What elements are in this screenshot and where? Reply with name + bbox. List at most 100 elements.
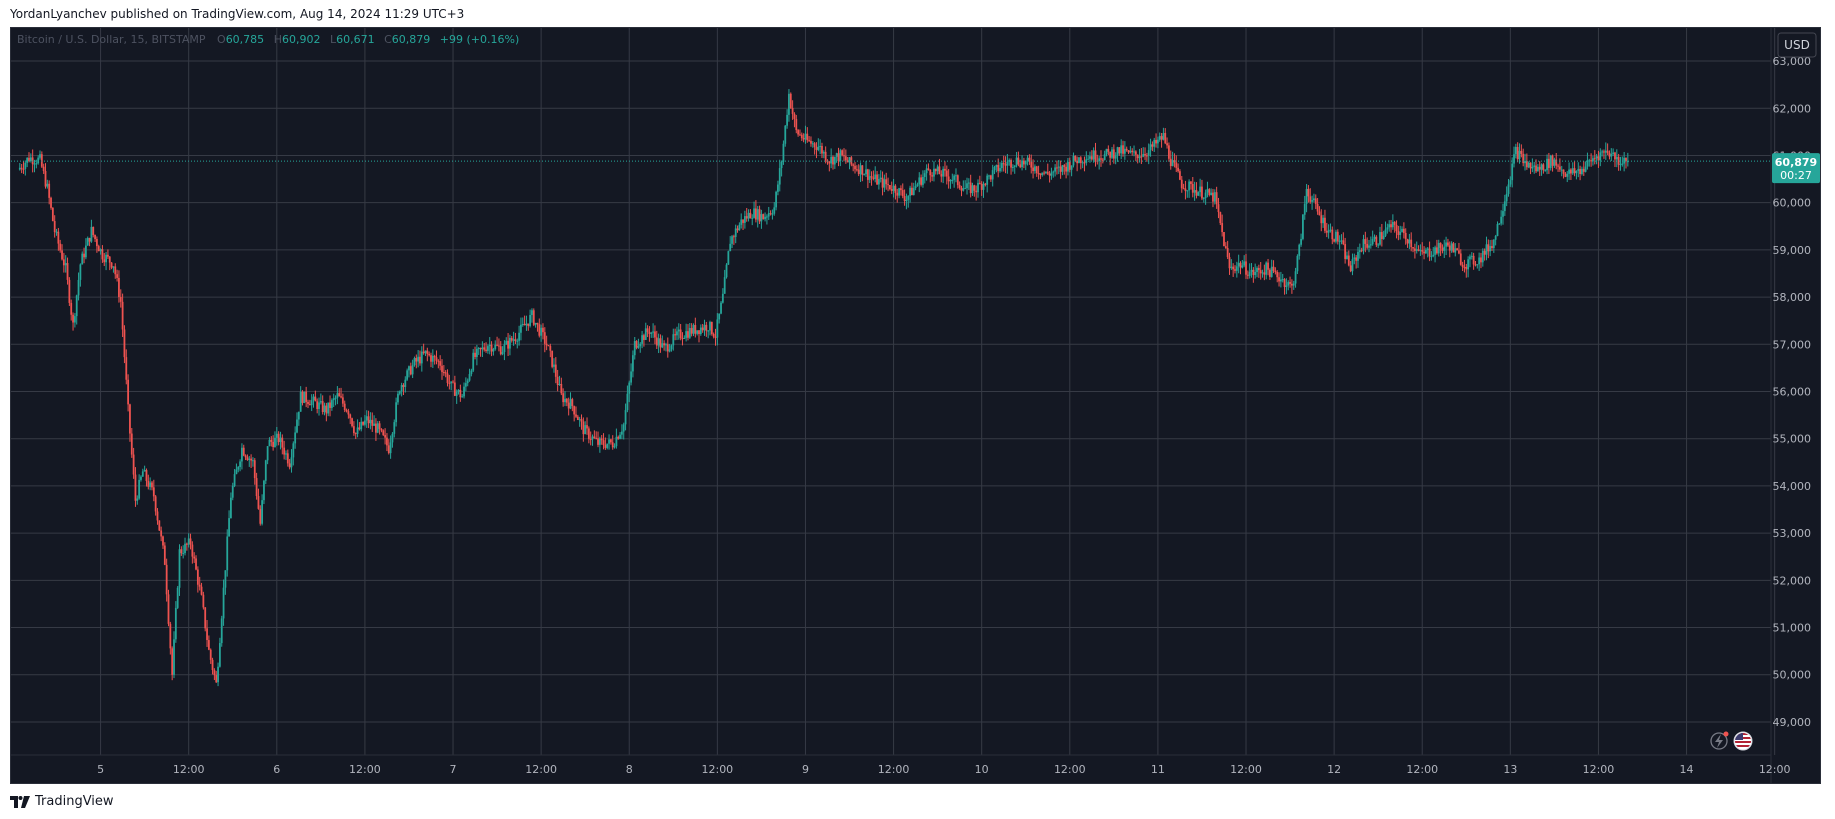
candle-body xyxy=(1223,232,1225,247)
candle-body xyxy=(217,666,219,683)
candle-body xyxy=(1065,166,1068,172)
candle-body xyxy=(1123,148,1126,154)
candle-body xyxy=(942,168,945,177)
price-tick-label: 57,000 xyxy=(1773,338,1812,351)
candle-body xyxy=(503,344,506,352)
candle-body xyxy=(1024,161,1027,165)
candle-body xyxy=(788,93,790,115)
candle-body xyxy=(121,301,124,330)
candle-body xyxy=(1458,250,1460,254)
candle-body xyxy=(1041,172,1044,176)
candle-body xyxy=(1226,248,1229,258)
time-tick-label: 7 xyxy=(450,763,457,776)
time-tick-label: 9 xyxy=(802,763,809,776)
candle-body xyxy=(415,358,418,362)
candle-body xyxy=(94,235,96,240)
candle-body xyxy=(1057,166,1060,168)
candle-body xyxy=(652,331,655,333)
candle-body xyxy=(191,544,194,557)
candle-body xyxy=(1469,256,1471,260)
currency-button[interactable]: USD xyxy=(1777,32,1817,58)
candle-body xyxy=(1525,161,1528,168)
candle-body xyxy=(887,184,889,186)
candle-body xyxy=(1518,150,1521,160)
candle-body xyxy=(1415,249,1418,251)
candle-body xyxy=(464,383,467,387)
candle-body xyxy=(1173,160,1176,163)
candle-body xyxy=(1329,229,1332,231)
candle-body xyxy=(1617,156,1620,165)
candle-body xyxy=(138,479,141,499)
time-axis[interactable]: 5 12:00 6 12:00 7 12:00 8 12:00 9 12:00 10 12:00 11 1… xyxy=(11,754,1791,776)
price-tick-label: 60,000 xyxy=(1773,197,1812,210)
candle-body xyxy=(318,402,320,410)
candle-body xyxy=(1281,279,1284,281)
candle-body xyxy=(42,166,45,171)
candle-body xyxy=(1318,211,1321,216)
candle-body xyxy=(894,185,897,193)
candle-body xyxy=(1213,192,1216,202)
candle-body xyxy=(947,176,950,182)
price-tick-label: 63,000 xyxy=(1773,55,1812,68)
candle-body xyxy=(1566,173,1569,177)
candle-body xyxy=(356,427,359,434)
candle-body xyxy=(1006,161,1009,166)
candle-body xyxy=(1564,173,1567,177)
candle-body xyxy=(1425,249,1427,254)
candle-body xyxy=(1010,160,1012,168)
candle-body xyxy=(997,164,1000,172)
candle-body xyxy=(55,231,58,233)
candle-body xyxy=(285,453,287,455)
chart-panel[interactable]: 49,000 50,000 51,000 52,000 53,000 54,000 55,0… xyxy=(10,27,1821,784)
candle-body xyxy=(1570,169,1572,174)
candle-body xyxy=(1140,156,1143,158)
candle-body xyxy=(369,419,372,424)
candle-body xyxy=(264,460,267,481)
price-tick-label: 59,000 xyxy=(1773,244,1812,257)
candle-body xyxy=(1008,160,1011,162)
footer-brand[interactable]: TradingView xyxy=(10,794,114,809)
candle-body xyxy=(1491,246,1493,248)
candle-body xyxy=(819,145,822,147)
candle-body xyxy=(92,226,95,236)
candle-body xyxy=(1235,266,1238,271)
candle-body xyxy=(617,436,620,439)
lightning-icon[interactable] xyxy=(1710,731,1729,750)
candle-body xyxy=(944,168,946,171)
candle-body xyxy=(866,169,869,180)
candle-body xyxy=(877,178,880,185)
candle-body xyxy=(184,543,186,554)
candle-body xyxy=(1371,238,1374,245)
candle-body xyxy=(1419,250,1422,252)
candle-body xyxy=(334,397,337,399)
candle-body xyxy=(956,175,959,186)
candle-body xyxy=(1195,190,1198,196)
candle-body xyxy=(1573,168,1576,174)
candle-body xyxy=(632,355,634,372)
time-tick-label: 12:00 xyxy=(349,763,381,776)
candle-body xyxy=(1522,153,1525,164)
candle-body xyxy=(83,253,85,258)
candle-body xyxy=(1034,166,1036,172)
candle-body xyxy=(1467,259,1470,270)
candle-body xyxy=(960,187,963,191)
candle-body xyxy=(1063,165,1066,167)
us-flag-icon[interactable] xyxy=(1733,731,1753,751)
candle-body xyxy=(811,143,814,145)
candle-body xyxy=(824,151,827,161)
candle-body xyxy=(676,331,678,336)
candle-body xyxy=(643,335,645,340)
candle-body xyxy=(1017,157,1020,165)
candle-body xyxy=(534,322,537,325)
candle-body xyxy=(828,161,831,164)
candle-body xyxy=(912,188,915,196)
candle-body xyxy=(246,457,249,460)
candle-body xyxy=(1586,160,1589,167)
time-tick-label: 12:00 xyxy=(1054,763,1086,776)
price-chart[interactable]: 49,000 50,000 51,000 52,000 53,000 54,000 55,0… xyxy=(11,28,1820,783)
candle-body xyxy=(859,165,862,175)
candle-body xyxy=(1300,238,1302,245)
candle-body xyxy=(1327,230,1330,233)
candle-body xyxy=(452,381,454,383)
price-axis[interactable]: 49,000 50,000 51,000 52,000 53,000 54,000 55,0… xyxy=(1770,28,1812,783)
